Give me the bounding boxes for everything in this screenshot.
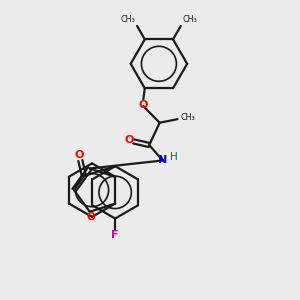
Text: F: F	[111, 230, 119, 240]
Text: CH₃: CH₃	[120, 15, 135, 24]
Text: H: H	[170, 152, 178, 162]
Text: CH₃: CH₃	[183, 15, 198, 24]
Text: O: O	[125, 135, 134, 145]
Text: O: O	[74, 150, 84, 160]
Text: O: O	[139, 100, 148, 110]
Text: O: O	[87, 212, 96, 222]
Text: CH₃: CH₃	[181, 113, 195, 122]
Text: N: N	[158, 155, 167, 166]
